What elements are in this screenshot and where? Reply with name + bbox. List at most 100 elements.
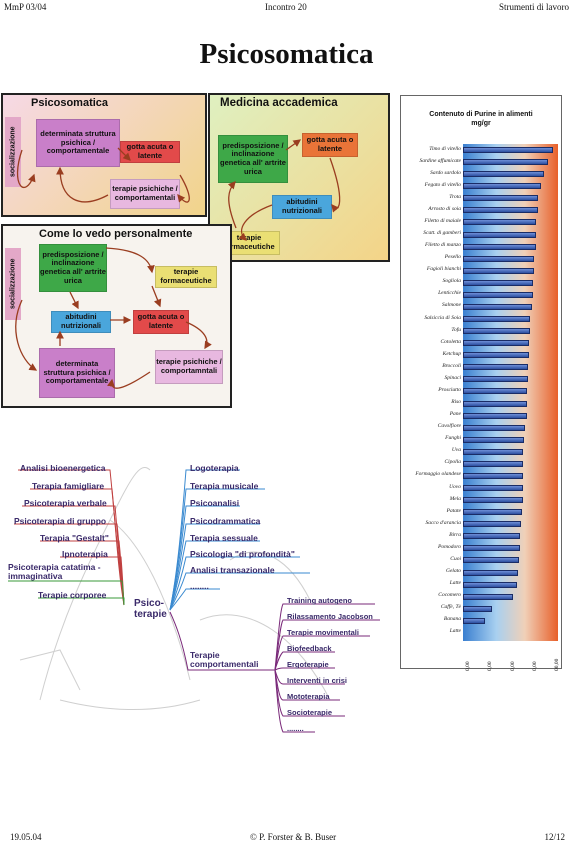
chart-bar — [463, 364, 528, 371]
box-terapie-psichiche: terapie psichiche / comportamntali — [155, 350, 223, 384]
chart-bar — [463, 267, 534, 274]
chart-subtitle: mg/gr — [471, 120, 491, 127]
chart-bar — [463, 545, 520, 552]
leaf-training-autogeno: Training autogeno — [287, 596, 352, 605]
chart-category-label: Formaggio olandese — [415, 471, 461, 478]
leaf-socioterapie: Socioterapie — [287, 708, 333, 717]
chart-category-label: Patate — [446, 507, 461, 514]
chart-bar — [463, 219, 536, 226]
chart-category-label: Uva — [451, 447, 461, 454]
chart-category-label: Pomodoro — [437, 543, 461, 550]
panel-medicina-accademica: Medicina accademica predisposizione / in… — [208, 93, 390, 262]
chart-bar — [463, 593, 514, 600]
chart-bar — [463, 533, 520, 540]
leaf-more-comportamentali: ........ — [287, 724, 304, 733]
leaf-mototerapia: Mototerapia — [287, 692, 330, 701]
chart-bar — [463, 159, 548, 166]
footer-date: 19.05.04 — [10, 832, 42, 842]
box-struttura-psichica: determinata struttura psichica / comport… — [39, 348, 115, 398]
chart-bar — [463, 472, 523, 479]
chart-category-label: Trota — [449, 193, 461, 200]
chart-category-label: Salsiccia di Soia — [424, 314, 461, 321]
page-title: Psicosomatica — [199, 38, 374, 70]
footer-copyright: © P. Forster & B. Buser — [250, 832, 337, 842]
chart-bar — [463, 605, 493, 612]
box-abitudini: abitudini nutrizionali — [272, 195, 332, 219]
chart-bar — [463, 328, 531, 335]
chart-bar — [463, 352, 529, 359]
box-gotta-acuta: gotta acuta o latente — [133, 310, 189, 334]
chart-category-label: Broccoli — [442, 362, 461, 369]
leaf-logoterapia: Logoterapia — [190, 463, 239, 473]
box-terapie-formaceutiche: terapie formaceutiche — [155, 266, 217, 288]
chart-bar — [463, 617, 486, 624]
chart-category-label: Tofu — [451, 326, 461, 333]
chart-bar — [463, 207, 539, 214]
leaf-terapia-gestalt: Terapia "Gestalt" — [40, 533, 109, 543]
chart-tick-label: 0,00 — [465, 661, 471, 671]
chart-category-label: Prosciutto — [438, 386, 461, 393]
chart-category-label: Fegato di vitello — [424, 181, 461, 188]
chart-bar — [463, 291, 533, 298]
chart-category-label: Latte — [449, 628, 461, 635]
chart-category-label: Filetto di manzo — [424, 242, 461, 249]
chart-category-label: Cavolfiore — [437, 423, 461, 430]
leaf-biofeedback: Biofeedback — [287, 644, 332, 653]
chart-bar — [463, 436, 525, 443]
chart-bar — [463, 521, 521, 528]
panel-personale: Come lo vedo personalmente socializzazio… — [1, 224, 232, 408]
chart-bar — [463, 388, 527, 395]
leaf-psicoterapia-catatima: Psicoterapia catatima - immaginativa — [8, 562, 101, 582]
chart-category-label: Sogliola — [442, 278, 461, 285]
chart-bar — [463, 569, 519, 576]
chart-category-label: Arrosto di soia — [428, 205, 461, 212]
chart-bar — [463, 171, 545, 178]
chart-category-label: Cocomero — [438, 592, 461, 599]
box-gotta-acuta: gotta acuta o latente — [120, 141, 180, 163]
chart-bar — [463, 581, 518, 588]
leaf-psicodrammatica: Psicodrammatica — [190, 516, 261, 526]
box-gotta-acuta: gotta acuta o latente — [302, 133, 358, 157]
leaf-psicoanalisi: Psicoanalisi — [190, 498, 240, 508]
chart-bar — [463, 376, 528, 383]
chart-bar — [463, 183, 541, 190]
chart-category-label: Caffè, Tè — [440, 604, 461, 611]
chart-tick-label: 0,00 — [487, 661, 494, 671]
leaf-terapia-sessuale: Terapia sessuale — [190, 533, 258, 543]
leaf-terapia-musicale: Terapia musicale — [190, 481, 259, 491]
chart-tick-label: 0,00 — [509, 661, 516, 671]
chart-category-label: Sardo sardolo — [430, 169, 461, 176]
leaf-terapie-movimentali: Terapie movimentali — [287, 628, 359, 637]
chart-bar — [463, 279, 533, 286]
leaf-psicologia-profondita: Psicologia "di profondità" — [190, 549, 295, 559]
chart-title: Contenuto di Purine in alimenti — [429, 111, 533, 118]
chart-bar — [463, 147, 553, 153]
header-left: MmP 03/04 — [4, 2, 47, 12]
leaf-rilassamento-jacobson: Rilassamento Jacobson — [287, 612, 373, 621]
chart-category-label: Gelato — [446, 568, 461, 575]
panel-psicosomatica: Psicosomatica socializzazione determinat… — [1, 93, 207, 217]
chart-category-label: Scatt. di gamberi — [423, 230, 461, 236]
chart-category-label: Sardine affumicate — [419, 157, 462, 164]
chart-category-label: Uovo — [449, 483, 461, 490]
chart-bar — [463, 509, 522, 516]
chart-bar — [463, 316, 531, 323]
mindmap-center: Psico-terapie — [134, 598, 167, 620]
chart-bar — [463, 303, 533, 310]
footer-page-number: 12/12 — [544, 832, 565, 842]
chart-bar — [463, 557, 520, 564]
chart-category-label: Spinaci — [444, 374, 462, 381]
box-abitudini: abitudini nutrizionali — [51, 311, 111, 333]
chart-category-label: Ketchup — [442, 350, 461, 357]
chart-category-label: Filetto di maiale — [424, 217, 461, 224]
panel-medicina-title: Medicina accademica — [220, 97, 338, 109]
chart-bar — [463, 243, 536, 250]
chart-category-label: Cuoi — [450, 555, 461, 562]
leaf-psicoterapia-gruppo: Psicoterapia di gruppo — [14, 516, 107, 526]
leaf-terapie-comportamentali: Terapie comportamentali — [190, 650, 259, 670]
box-terapie-psichiche: terapie psichiche / comportamentali — [110, 179, 180, 209]
chart-tick-label: 00,00 — [554, 658, 560, 671]
chart-category-label: Banana — [443, 616, 461, 623]
